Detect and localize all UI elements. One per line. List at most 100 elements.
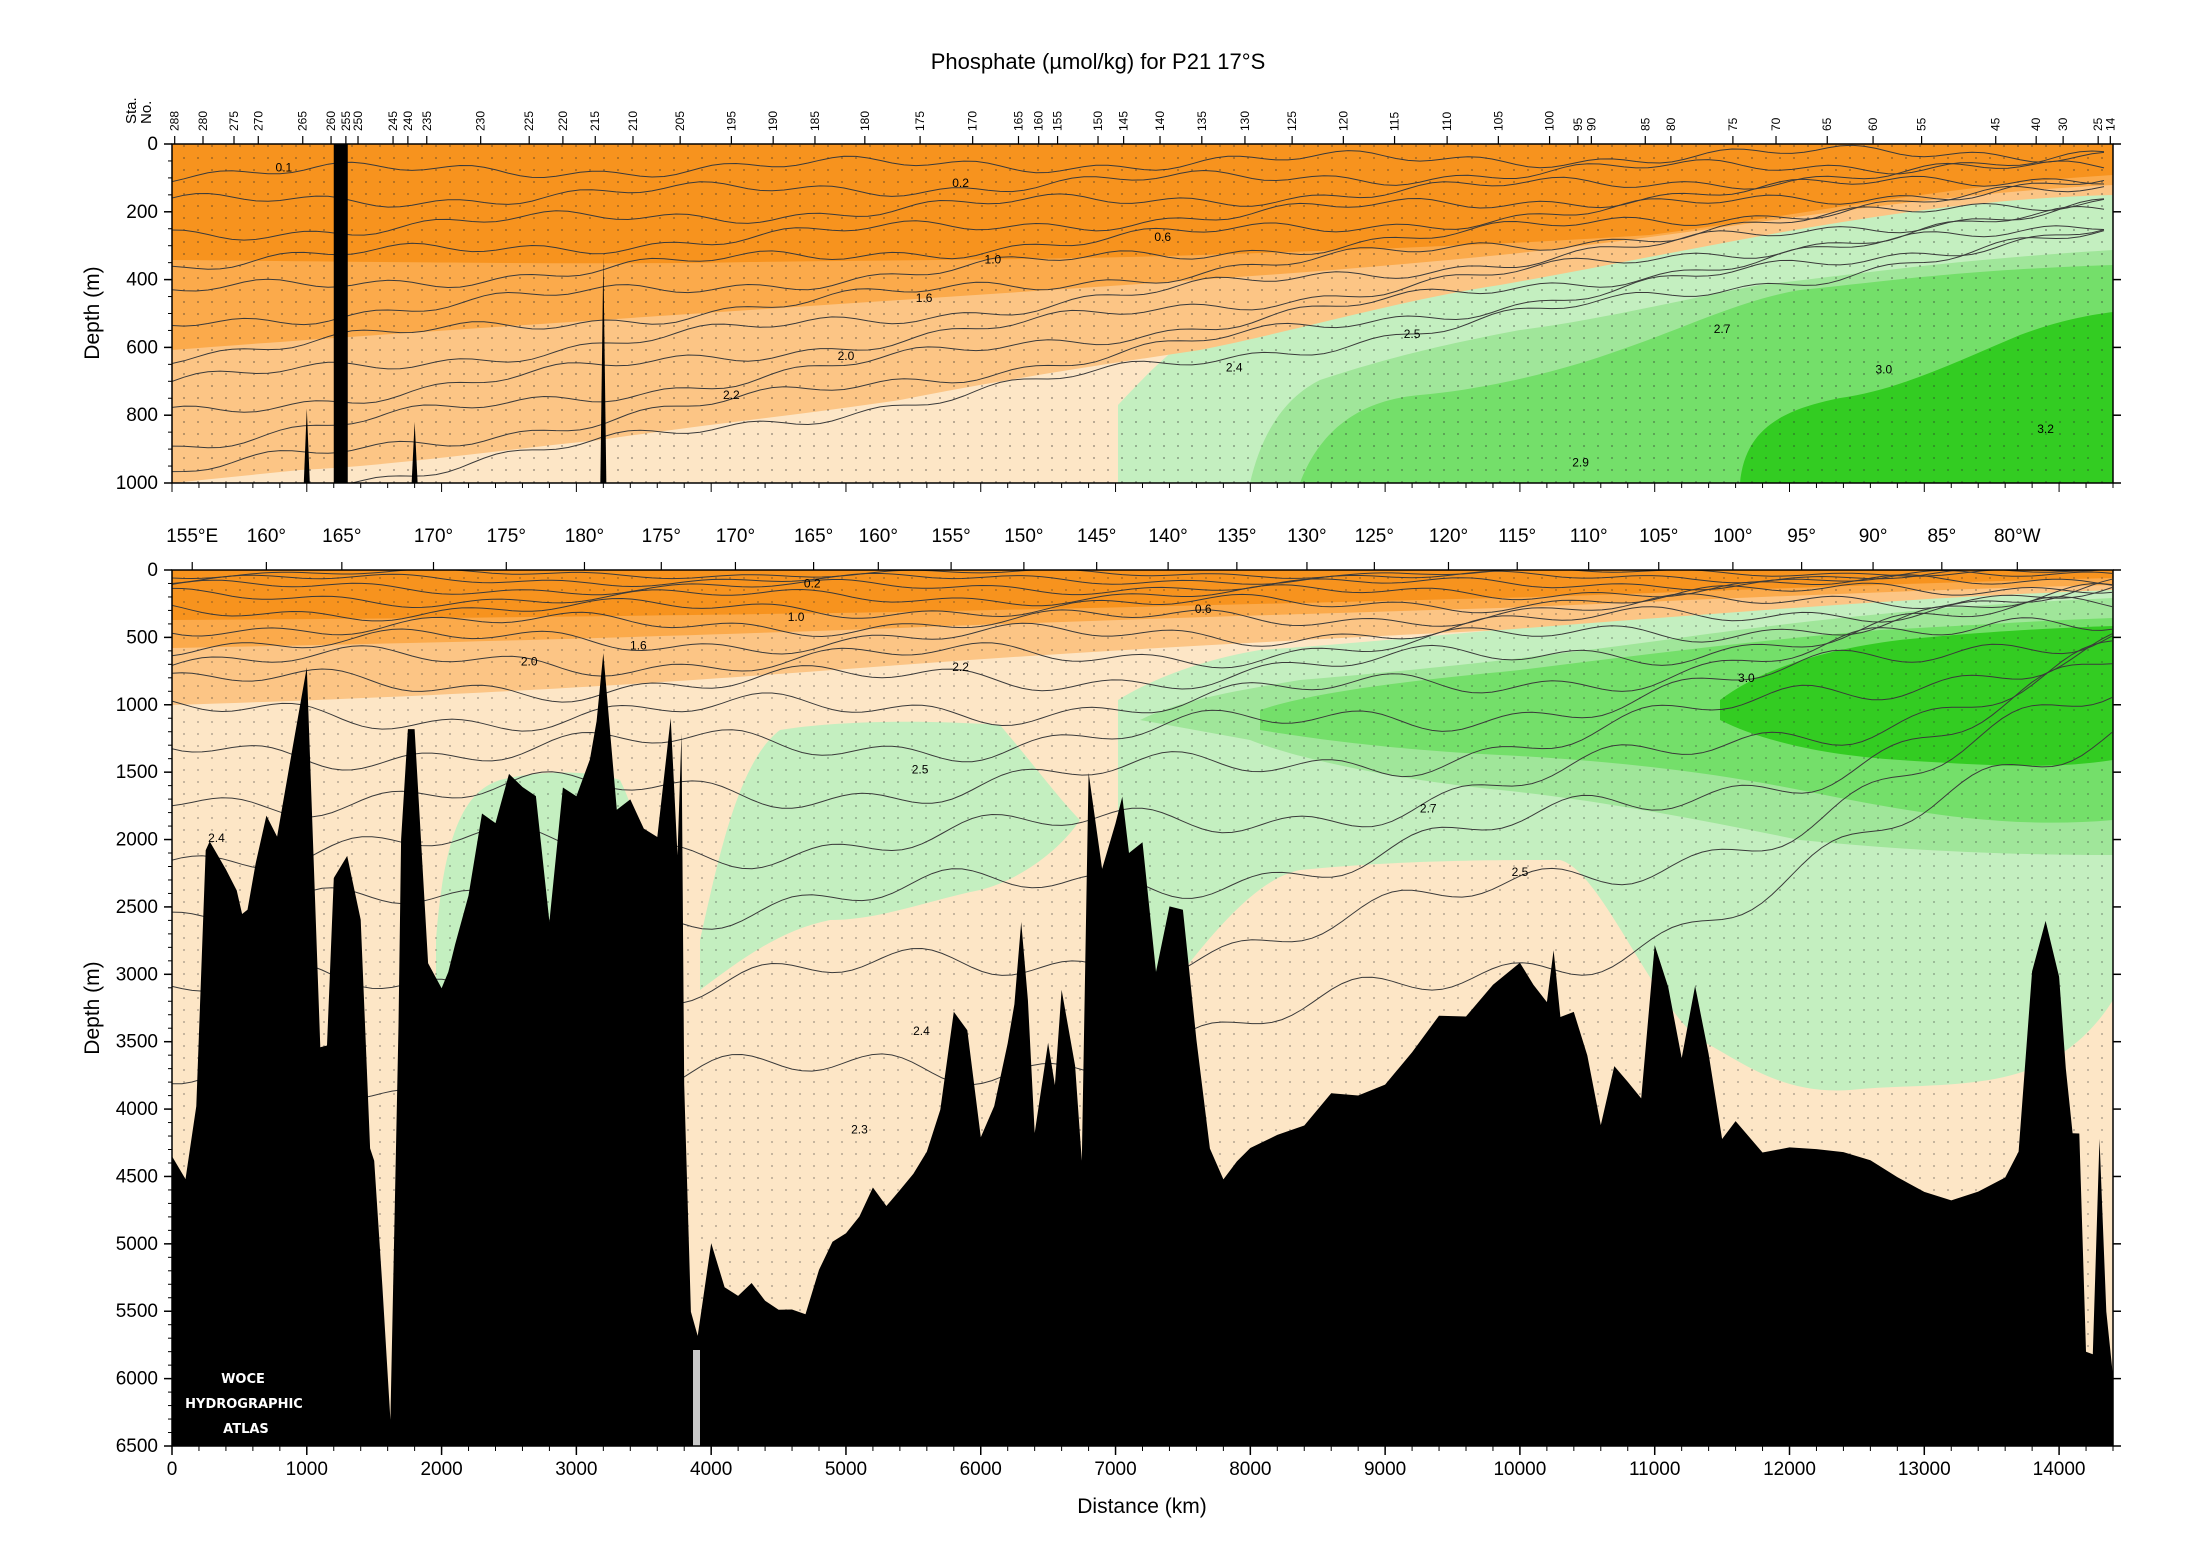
station-number-label: 125 [1285,111,1299,131]
station-number-label: 280 [196,111,210,131]
lower-contour-value-label: 0.2 [804,576,821,590]
distance-tick-label: 4000 [690,1459,732,1480]
longitude-label: 165° [794,526,833,547]
station-number-label: 240 [401,111,415,131]
lower-contour-line [172,587,2113,638]
upper-y-tick-label: 800 [126,405,158,426]
station-number-label: 230 [474,111,488,131]
lower-depth-axis: 0 500 1000 1500 2000 2500 3000 3500 4000 4500 5000… [116,560,2121,1457]
longitude-label: 85° [1927,526,1956,547]
woce-atlas-logo: WOCE HYDROGRAPHIC ATLAS [185,1372,303,1437]
distance-tick-label: 7000 [1094,1459,1136,1480]
lower-contour-value-label: 1.0 [788,610,805,624]
distance-tick-label: 0 [167,1459,178,1480]
station-number-label: 155 [1051,111,1065,131]
upper-contour-value-label: 2.9 [1572,456,1589,470]
distance-tick-label: 2000 [420,1459,462,1480]
station-number-label: 265 [296,111,310,131]
station-number-label: 140 [1153,111,1167,131]
seafloor-bathymetry [172,653,2113,1446]
station-number-label: 270 [251,111,265,131]
distance-axis-label: Distance (km) [1077,1495,1207,1518]
upper-contour-value-label: 2.0 [838,349,855,363]
longitude-label: 115° [1498,526,1536,547]
upper-contour-value-label: 0.6 [1154,230,1171,244]
station-number-label: 85 [1638,117,1652,131]
longitude-label: 140° [1148,526,1187,547]
station-number-label: 120 [1336,111,1350,131]
station-number-label: 14 [2103,117,2117,131]
station-number-label: 255 [339,111,353,131]
lower-y-tick-label: 3000 [116,964,158,985]
distance-tick-label: 11000 [1629,1459,1680,1480]
station-number-label: 220 [556,111,570,131]
upper-contour-line [172,225,2105,449]
lower-contour-line [172,635,2113,771]
upper-panel-fields [172,144,2113,483]
distance-tick-label: 6000 [960,1459,1002,1480]
station-number-label: 170 [966,111,980,131]
lower-contour-value-label: 2.3 [851,1122,868,1136]
lower-contour-line [172,574,2113,609]
station-number-label: 235 [420,111,434,131]
upper-contour-lines [172,144,2105,483]
station-number-label: 175 [913,111,927,131]
lower-y-tick-label: 500 [126,627,158,648]
lower-contour-value-label: 2.5 [1512,865,1529,879]
longitude-label: 110° [1570,526,1608,547]
upper-y-tick-label: 1000 [116,473,158,494]
lower-y-tick-label: 5500 [116,1301,158,1322]
upper-contour-labels: 0.1 0.2 0.6 1.0 1.6 2.0 2.2 2.4 2.5 2.7 3.0 3.2 2.9 [276,161,2055,470]
station-number-label: 205 [673,111,687,131]
station-number-label: 250 [351,111,365,131]
longitude-label: 155°E [166,526,218,547]
distance-tick-label: 8000 [1229,1459,1271,1480]
upper-contour-value-label: 1.6 [916,291,933,305]
station-number-label: 245 [386,111,400,131]
upper-contour-line [172,160,2105,241]
station-number-label: 145 [1117,111,1131,131]
station-number-label: 165 [1011,111,1025,131]
trench-gap [693,1350,700,1446]
upper-contour-line [172,198,2105,364]
longitude-label: 165° [322,526,361,547]
lower-y-tick-label: 1500 [116,762,158,783]
upper-contour-value-label: 1.0 [985,252,1002,266]
upper-seafloor-spike [303,408,310,483]
upper-contour-line [172,198,2105,382]
upper-field-stipple [172,144,2113,483]
station-number-label: 40 [2029,117,2043,131]
distance-tick-label: 5000 [825,1459,867,1480]
distance-tick-label: 10000 [1493,1459,1546,1480]
lower-panel: 0 500 1000 1500 2000 2500 3000 3500 4000 4500 5000… [81,483,2121,1518]
upper-contour-line [172,230,2105,483]
longitude-label: 90° [1859,526,1888,547]
station-number-label: 160 [1032,111,1046,131]
upper-contour-value-label: 3.0 [1876,362,1893,376]
station-number-label: 275 [227,111,241,131]
upper-seafloor-spike [411,421,418,483]
lower-contour-value-label: 2.4 [913,1024,930,1038]
station-number-label: 60 [1866,117,1880,131]
lower-contour-value-label: 2.4 [208,831,225,845]
upper-contour-value-label: 2.5 [1404,327,1421,341]
upper-contour-line [172,175,2105,270]
lower-contour-value-label: 0.6 [1195,602,1212,616]
lower-contour-value-label: 2.7 [1420,802,1437,816]
upper-contour-line [172,150,2105,208]
longitude-label: 105° [1639,526,1678,547]
upper-seafloor-spikes [303,144,607,483]
longitude-label: 155° [931,526,970,547]
station-axis-label-line2: No. [138,101,155,124]
station-number-label: 90 [1584,117,1598,131]
longitude-label: 160° [859,526,898,547]
logo-line-hydrographic: HYDROGRAPHIC [185,1397,303,1412]
upper-y-tick-label: 200 [126,202,158,223]
station-number-label: 210 [626,111,640,131]
distance-tick-label: 12000 [1763,1459,1816,1480]
upper-contour-value-label: 3.2 [2037,422,2054,436]
longitude-label: 120° [1429,526,1468,547]
